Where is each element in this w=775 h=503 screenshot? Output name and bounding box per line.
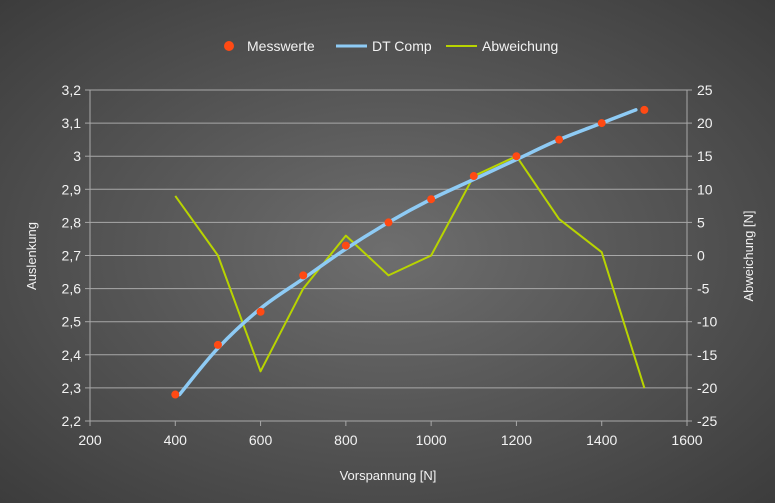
y-axis-left: 2,2 2,3 2,4 2,5 2,6 2,7 2,8 2,9 3 3,1 3,2 <box>62 82 82 429</box>
series-messwerte-point <box>384 218 393 227</box>
y-tick-label: 2,3 <box>62 380 82 396</box>
y-tick-label: 2,5 <box>62 314 82 330</box>
series-messwerte-point <box>341 241 350 250</box>
x-tick-label: 400 <box>164 432 188 448</box>
legend-label-abweichung: Abweichung <box>482 38 558 54</box>
series-messwerte-point <box>213 340 222 349</box>
y-tick-label: 2,2 <box>62 413 82 429</box>
legend: Messwerte DT Comp Abweichung <box>224 38 558 54</box>
y2-tick-label: -15 <box>697 347 717 363</box>
y-tick-label: 3,1 <box>62 115 82 131</box>
y-tick-label: 3 <box>73 148 81 164</box>
x-tick-label: 200 <box>78 432 102 448</box>
y2-tick-label: 20 <box>697 115 713 131</box>
series-dtcomp-line <box>177 108 638 397</box>
legend-label-dtcomp: DT Comp <box>372 38 432 54</box>
series-messwerte-point <box>256 307 265 316</box>
legend-label-messwerte: Messwerte <box>247 38 315 54</box>
series-messwerte-point <box>299 271 308 280</box>
y2-tick-label: -25 <box>697 413 717 429</box>
x-tick-label: 1600 <box>671 432 702 448</box>
series-abweichung-line <box>174 155 646 389</box>
y2-tick-label: -5 <box>697 281 710 297</box>
y-tick-label: 3,2 <box>62 82 82 98</box>
x-tick-label: 1000 <box>416 432 447 448</box>
y2-axis-title: Abweichung [N] <box>741 210 756 301</box>
y-tick-label: 2,4 <box>62 347 82 363</box>
x-tick-label: 600 <box>249 432 273 448</box>
y-tick-label: 2,9 <box>62 181 82 197</box>
series-messwerte-point <box>171 390 180 399</box>
legend-marker-messwerte <box>224 41 234 51</box>
y2-tick-label: 15 <box>697 148 713 164</box>
x-tick-label: 1400 <box>586 432 617 448</box>
y-tick-label: 2,7 <box>62 248 82 264</box>
series-messwerte-point <box>469 172 478 181</box>
y2-tick-label: 5 <box>697 214 705 230</box>
y-axis-right: -25 -20 -15 -10 -5 0 5 10 15 20 25 <box>697 82 717 429</box>
series-messwerte-point <box>512 152 521 161</box>
series-messwerte-point <box>597 119 606 128</box>
plot-area <box>171 105 649 399</box>
y2-tick-label: 10 <box>697 181 713 197</box>
y2-tick-label: -10 <box>697 314 717 330</box>
gridlines <box>85 89 692 426</box>
x-tick-label: 800 <box>334 432 358 448</box>
series-messwerte-point <box>555 135 564 144</box>
series-messwerte-point <box>640 105 649 114</box>
x-axis-title: Vorspannung [N] <box>340 468 437 483</box>
y-axis-title: Auslenkung <box>24 222 39 290</box>
y-tick-label: 2,6 <box>62 281 82 297</box>
x-tick-label: 1200 <box>501 432 532 448</box>
y2-tick-label: 25 <box>697 82 713 98</box>
y2-tick-label: -20 <box>697 380 717 396</box>
y-tick-label: 2,8 <box>62 214 82 230</box>
series-messwerte-point <box>427 195 436 204</box>
y2-tick-label: 0 <box>697 248 705 264</box>
x-axis: 200 400 600 800 1000 1200 1400 1600 <box>78 432 702 448</box>
